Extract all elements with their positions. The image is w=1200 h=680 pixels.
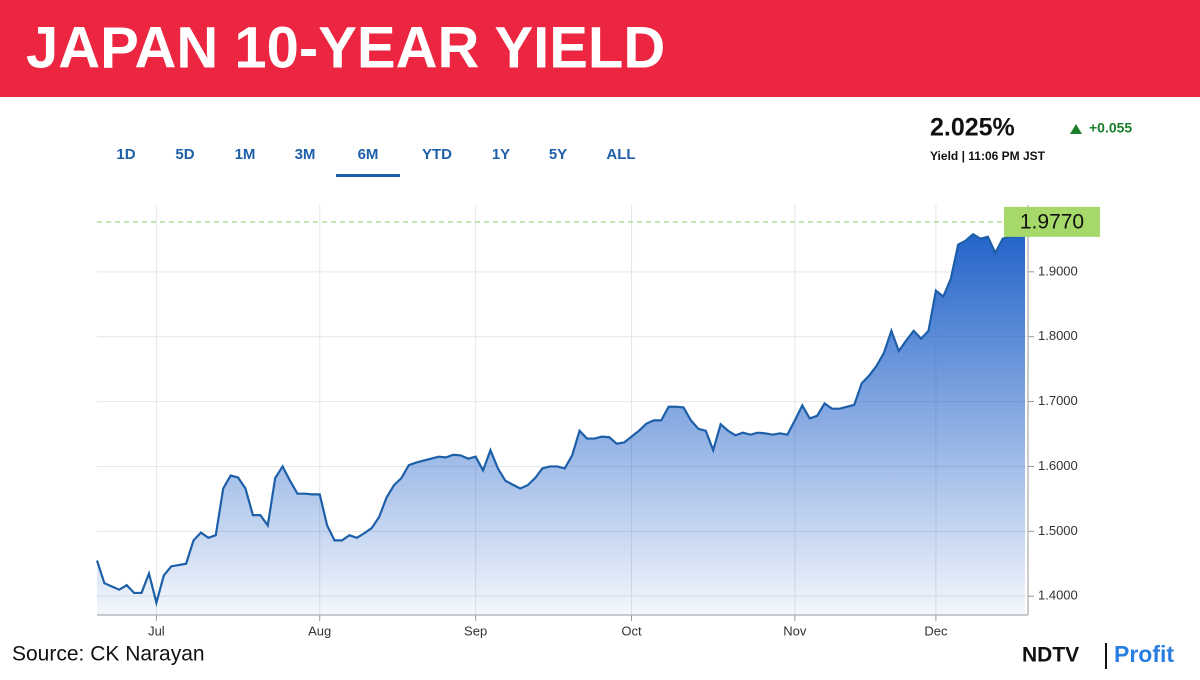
up-arrow [1070,124,1082,134]
last-price-label: 1.9770 [1020,210,1084,233]
tab[interactable]: 3M [295,146,316,163]
y-tick-label: 1.8000 [1038,328,1078,343]
tab[interactable]: ALL [606,146,635,163]
y-tick-label: 1.9000 [1038,263,1078,278]
banner [0,0,1200,97]
brand-sub: Profit [1114,641,1174,667]
tab[interactable]: 1M [235,146,256,163]
line [95,221,1026,607]
x-tick-label: Nov [783,623,807,638]
price: 2.025% [930,114,1015,142]
caption: Yield | 11:06 PM JST [930,149,1046,163]
tab[interactable]: 1Y [492,146,510,163]
tabs: 1D 5D 1M 3M 6M YTD 1Y 5Y ALL [116,146,636,177]
x-tick-label: Dec [924,623,948,638]
chart-title: JAPAN 10-YEAR YIELD [26,15,665,80]
tab[interactable]: YTD [422,146,452,163]
last-price-box [1004,206,1100,237]
brand: NDTV [1022,644,1079,667]
tab[interactable]: 5D [175,146,194,163]
y-tick-label: 1.4000 [1038,588,1078,603]
tab[interactable]: 5Y [549,146,567,163]
change: +0.055 [1089,120,1132,136]
source: Source: CK Narayan [12,643,205,666]
tab[interactable]: 1D [116,146,135,163]
y-tick-label: 1.7000 [1038,393,1078,408]
x-tick-label: Jul [148,623,165,638]
tab[interactable]: 6M [358,146,379,163]
tab-underline [336,174,400,177]
plot: 1.4000 1.5000 1.6000 1.7000 1.8000 1.9000 Jul A… [95,205,1100,638]
x-tick-label: Oct [621,623,642,638]
x-tick-label: Aug [308,623,331,638]
x-tick-label: Sep [464,623,487,638]
y-tick-label: 1.6000 [1038,458,1078,473]
y-tick-label: 1.5000 [1038,523,1078,538]
area [97,221,1025,615]
